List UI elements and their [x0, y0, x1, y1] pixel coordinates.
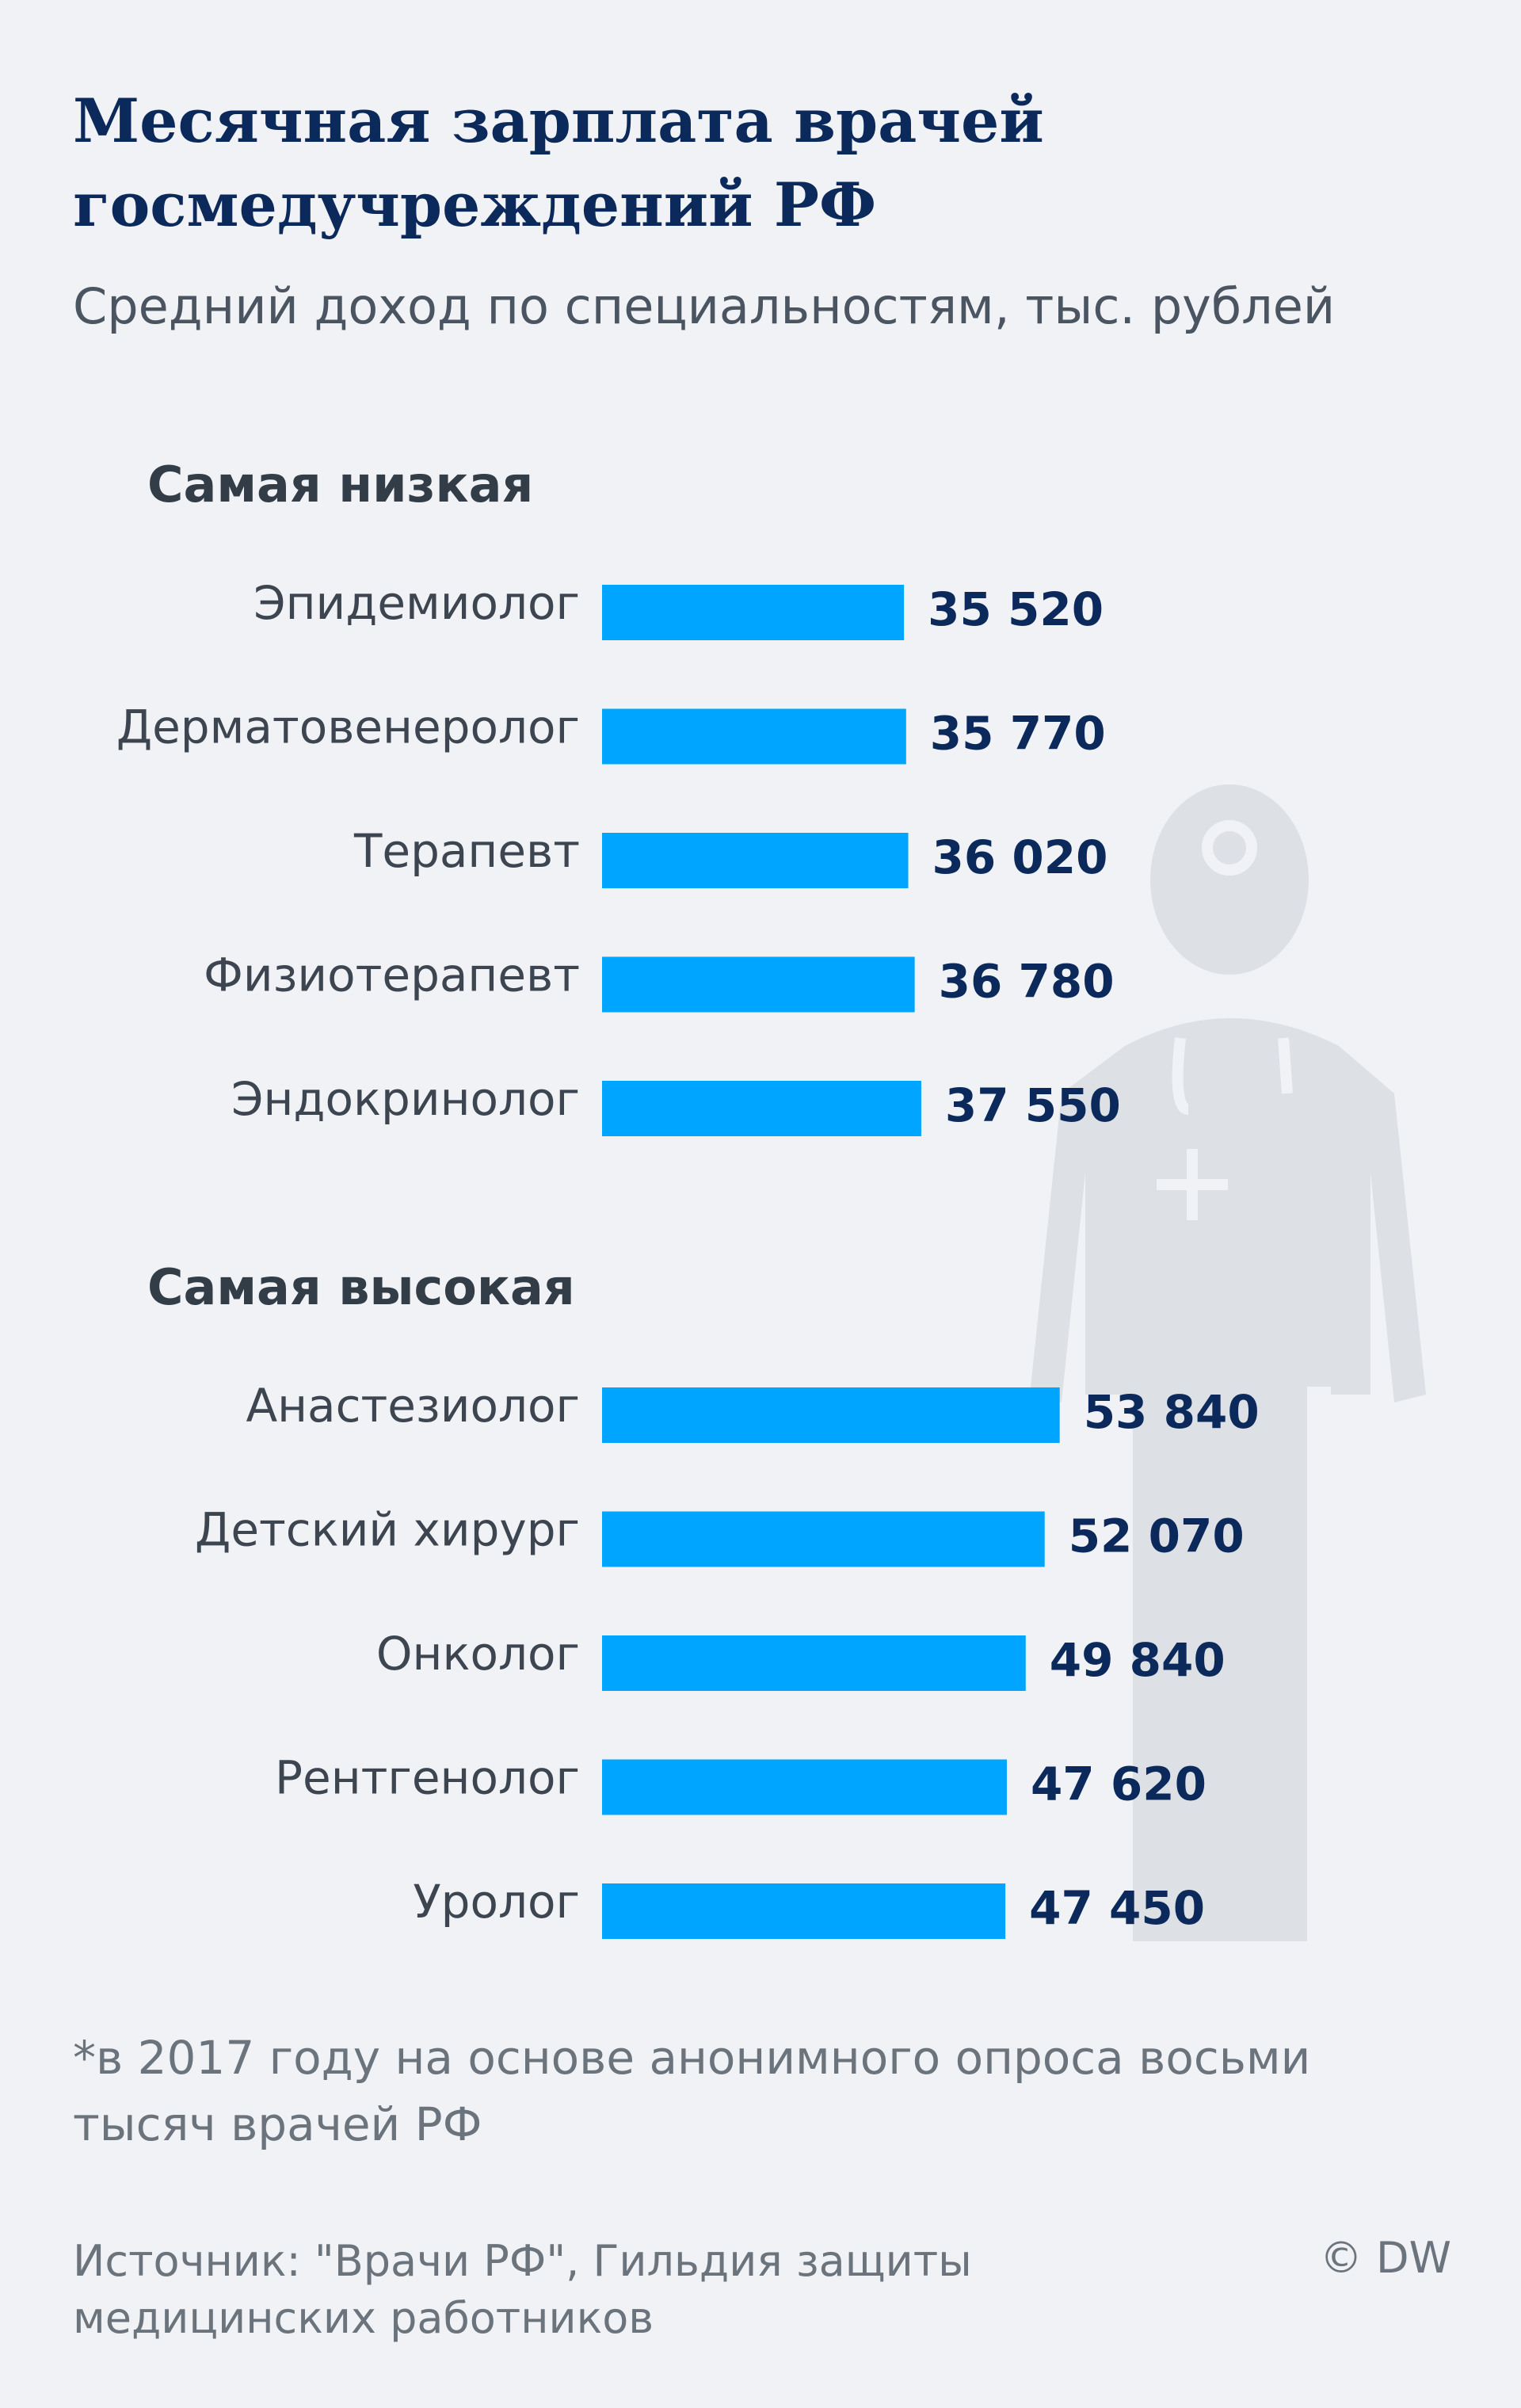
value-label: 47 450: [1029, 1881, 1205, 1935]
value-label: 47 620: [1031, 1757, 1207, 1811]
title: Месячная зарплата врачей госмедучреждени…: [73, 86, 1044, 240]
bar: [602, 1081, 921, 1136]
category-label: Анастезиолог: [246, 1379, 580, 1433]
credit: © DW: [1319, 2233, 1451, 2283]
value-label: 35 770: [930, 707, 1106, 761]
bar: [602, 1635, 1026, 1691]
value-label: 36 020: [932, 830, 1107, 884]
group-title: Самая высокая: [147, 1258, 575, 1316]
source: Источник: "Врачи РФ", Гильдия защиты мед…: [73, 2236, 972, 2343]
value-label: 35 520: [928, 582, 1104, 636]
category-label: Рентгенолог: [275, 1751, 580, 1805]
category-label: Эндокринолог: [231, 1072, 580, 1126]
category-label: Уролог: [413, 1875, 580, 1929]
doctor-illustration: [1030, 784, 1426, 1941]
value-label: 36 780: [939, 955, 1115, 1009]
bar: [602, 708, 906, 765]
bar: [602, 1387, 1060, 1443]
footnote: *в 2017 году на основе анонимного опроса…: [73, 2031, 1311, 2151]
category-label: Детский хирург: [195, 1503, 580, 1557]
bar: [602, 1511, 1045, 1567]
value-label: 53 840: [1084, 1385, 1260, 1439]
category-label: Эпидемиолог: [254, 576, 580, 630]
subtitle: Средний доход по специальностям, тыс. ру…: [73, 277, 1336, 335]
value-label: 49 840: [1050, 1633, 1226, 1687]
bar: [602, 833, 909, 888]
value-label: 37 550: [945, 1078, 1121, 1132]
category-label: Онколог: [376, 1627, 580, 1681]
value-label: 52 070: [1069, 1509, 1245, 1563]
bar: [602, 1883, 1006, 1939]
category-label: Терапевт: [353, 824, 580, 878]
bar: [602, 956, 915, 1013]
bar: [602, 1759, 1007, 1815]
group-title: Самая низкая: [147, 456, 533, 513]
bar: [602, 585, 905, 640]
doctor-details: [1157, 820, 1293, 1220]
category-label: Физиотерапевт: [204, 948, 580, 1002]
category-label: Дерматовенеролог: [116, 700, 580, 754]
